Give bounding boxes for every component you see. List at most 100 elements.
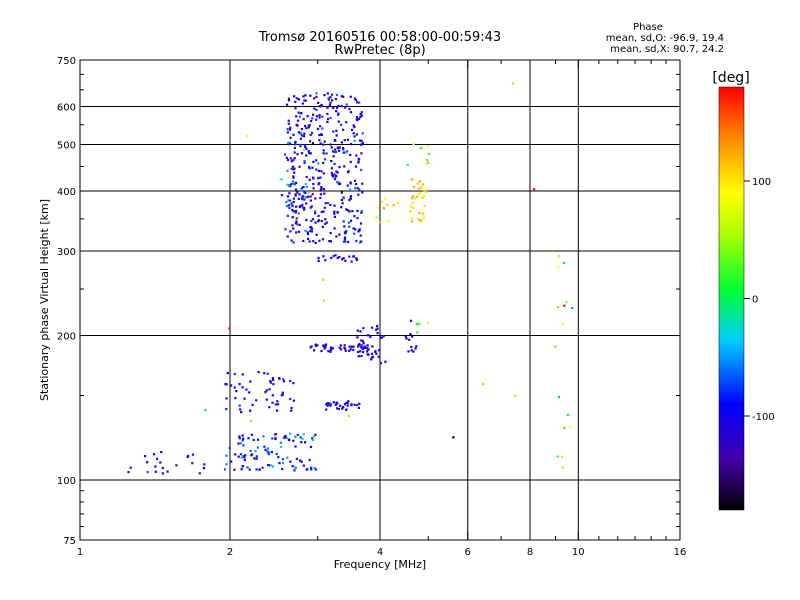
data-point xyxy=(344,151,347,154)
y-tick-label: 500 xyxy=(57,141,76,152)
data-point xyxy=(292,210,295,213)
data-point xyxy=(286,158,290,162)
data-point xyxy=(318,114,321,117)
data-point xyxy=(569,425,572,428)
data-point xyxy=(233,386,236,389)
data-point xyxy=(337,113,340,116)
data-point xyxy=(302,135,306,138)
data-point xyxy=(271,465,274,468)
data-point xyxy=(377,355,380,358)
data-point xyxy=(425,162,428,166)
data-point xyxy=(294,100,297,103)
data-point xyxy=(353,97,357,100)
data-point xyxy=(281,462,284,465)
data-point xyxy=(416,195,419,198)
data-point xyxy=(354,98,357,101)
data-point xyxy=(233,468,236,471)
data-point xyxy=(311,117,314,120)
data-point xyxy=(426,321,429,324)
data-point xyxy=(318,116,321,119)
x-tick-label: 1 xyxy=(77,547,83,558)
data-point xyxy=(283,153,287,156)
data-point xyxy=(351,210,354,213)
data-point xyxy=(295,220,298,223)
data-point xyxy=(353,135,356,138)
data-point xyxy=(349,195,353,198)
data-point xyxy=(294,194,297,197)
data-point xyxy=(296,191,299,194)
data-point xyxy=(360,111,363,114)
data-point xyxy=(329,404,332,407)
data-point xyxy=(363,345,366,348)
data-point xyxy=(426,145,429,148)
data-point xyxy=(359,350,362,353)
data-point xyxy=(248,468,251,471)
data-point xyxy=(299,436,302,439)
data-point xyxy=(305,127,308,130)
data-point xyxy=(264,391,267,394)
data-point xyxy=(277,456,280,459)
data-point xyxy=(268,406,271,409)
data-point xyxy=(161,466,164,470)
data-point xyxy=(293,466,296,469)
data-point xyxy=(334,403,337,406)
data-point xyxy=(319,193,322,196)
data-point xyxy=(341,407,344,410)
data-point xyxy=(359,113,362,116)
data-point xyxy=(319,188,322,191)
data-point xyxy=(274,433,277,436)
data-point xyxy=(280,178,283,181)
data-point xyxy=(256,438,260,441)
data-point xyxy=(314,221,317,224)
data-point xyxy=(266,372,269,375)
data-point xyxy=(327,350,330,353)
data-point xyxy=(332,255,335,258)
data-point xyxy=(203,463,206,466)
data-point xyxy=(228,327,231,330)
data-point xyxy=(349,160,352,164)
data-point xyxy=(249,380,252,383)
data-point xyxy=(154,470,157,473)
data-point xyxy=(279,441,282,444)
data-point xyxy=(320,103,323,107)
data-point xyxy=(319,176,322,179)
data-point xyxy=(308,178,311,181)
phase-info-heading: Phase xyxy=(633,22,663,33)
data-point xyxy=(303,161,306,164)
data-point xyxy=(243,459,246,462)
phase-info: Phase mean, sd,O: -96.9, 19.4 mean, sd,X… xyxy=(606,22,724,55)
data-point xyxy=(352,132,355,135)
data-point xyxy=(333,139,336,142)
data-point xyxy=(422,216,425,219)
data-point xyxy=(362,342,365,345)
data-point xyxy=(292,241,295,244)
data-point xyxy=(343,165,346,168)
data-point xyxy=(315,92,318,95)
data-point xyxy=(278,462,281,465)
data-point xyxy=(334,254,337,257)
data-point xyxy=(358,101,361,104)
data-point xyxy=(247,437,250,440)
data-point xyxy=(290,239,293,242)
data-point xyxy=(306,233,310,236)
data-point xyxy=(291,204,294,207)
data-point xyxy=(345,208,348,211)
data-point xyxy=(310,468,313,471)
data-point xyxy=(347,414,350,417)
data-point xyxy=(412,206,415,210)
data-point xyxy=(353,215,356,218)
data-point xyxy=(417,218,420,221)
data-point xyxy=(288,192,291,195)
data-point xyxy=(355,258,358,262)
data-point xyxy=(336,256,339,259)
data-point xyxy=(322,210,325,213)
data-point xyxy=(250,454,253,457)
data-point xyxy=(342,196,345,200)
data-point xyxy=(338,149,341,152)
data-point xyxy=(360,355,363,358)
data-point xyxy=(319,142,322,145)
data-point xyxy=(322,152,325,155)
data-point xyxy=(419,220,422,223)
data-point xyxy=(286,131,289,134)
data-point xyxy=(156,457,159,460)
